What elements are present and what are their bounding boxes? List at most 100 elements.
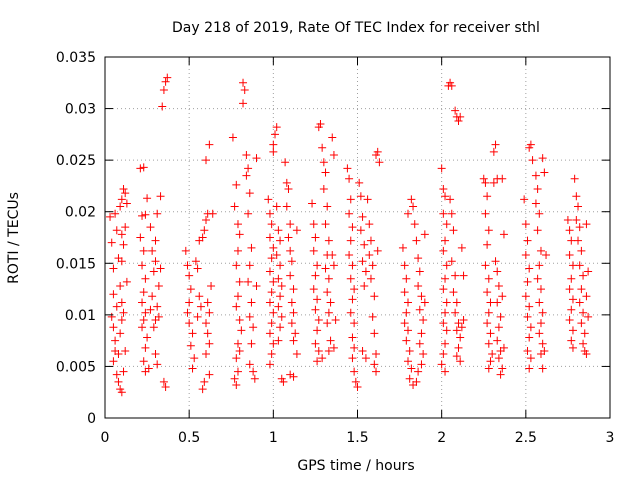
data-point xyxy=(350,367,359,376)
data-point xyxy=(249,367,258,376)
data-point xyxy=(580,329,589,338)
data-point xyxy=(276,292,285,301)
data-point xyxy=(404,326,412,335)
data-point xyxy=(139,357,148,366)
data-point xyxy=(540,168,549,177)
data-point xyxy=(318,354,327,363)
data-point xyxy=(538,339,547,348)
data-point xyxy=(439,185,448,194)
data-point xyxy=(156,264,165,273)
data-point xyxy=(185,271,194,280)
data-point xyxy=(579,308,588,317)
chart-title: Day 218 of 2019, Rate Of TEC Index for r… xyxy=(172,20,540,36)
data-point xyxy=(345,251,354,260)
data-point xyxy=(373,147,382,156)
data-point xyxy=(437,164,446,173)
data-point xyxy=(441,236,450,245)
data-point xyxy=(149,267,158,276)
data-point xyxy=(483,240,492,249)
data-point xyxy=(141,274,150,283)
grid-lines xyxy=(105,57,610,418)
data-point xyxy=(538,308,547,317)
data-point xyxy=(439,285,448,294)
data-point xyxy=(324,236,333,245)
data-point xyxy=(582,220,591,229)
data-point xyxy=(525,364,534,373)
data-point xyxy=(452,352,461,361)
data-point xyxy=(200,377,209,386)
y-tick-label: 0.03 xyxy=(65,102,96,118)
data-point xyxy=(414,367,423,376)
data-point xyxy=(442,326,451,335)
data-point xyxy=(146,305,155,314)
data-point xyxy=(575,223,584,232)
data-point xyxy=(274,226,283,235)
data-point xyxy=(186,285,195,294)
data-point xyxy=(481,209,490,218)
data-point xyxy=(533,274,542,283)
data-point xyxy=(247,339,256,348)
data-point xyxy=(250,374,259,383)
data-point xyxy=(404,209,412,218)
data-point xyxy=(496,312,505,321)
data-point xyxy=(350,285,359,294)
data-point xyxy=(286,271,295,280)
data-point xyxy=(232,261,241,270)
data-point xyxy=(437,360,446,369)
data-point xyxy=(193,312,202,321)
data-point xyxy=(409,202,418,211)
data-point xyxy=(447,209,456,218)
data-point xyxy=(117,195,126,204)
data-point xyxy=(205,308,214,317)
data-point xyxy=(574,236,583,245)
data-point xyxy=(446,195,455,204)
data-point xyxy=(112,302,121,311)
data-point xyxy=(350,319,359,328)
data-point xyxy=(116,202,125,211)
data-point xyxy=(350,343,359,352)
data-point xyxy=(420,298,429,307)
data-point xyxy=(153,302,162,311)
data-point xyxy=(292,226,301,235)
data-point xyxy=(577,285,586,294)
data-point xyxy=(484,226,493,235)
data-point xyxy=(363,195,372,204)
data-point xyxy=(345,174,354,183)
data-point xyxy=(491,257,500,266)
data-point xyxy=(525,333,534,342)
data-point xyxy=(230,202,239,211)
data-point xyxy=(361,267,370,276)
data-point xyxy=(188,364,197,373)
data-point xyxy=(523,236,532,245)
data-point xyxy=(324,346,333,355)
data-point xyxy=(582,292,591,301)
data-point xyxy=(579,339,588,348)
data-point xyxy=(247,298,256,307)
data-point xyxy=(286,246,295,255)
data-point xyxy=(245,360,254,369)
data-point xyxy=(183,308,192,317)
data-point xyxy=(233,292,242,301)
data-point xyxy=(353,383,362,392)
data-point xyxy=(271,130,280,139)
data-point xyxy=(282,202,291,211)
data-point xyxy=(343,164,352,173)
data-point xyxy=(372,367,381,376)
x-tick-label: 2.5 xyxy=(515,430,537,446)
data-point xyxy=(358,346,367,355)
data-point xyxy=(405,374,414,383)
data-point xyxy=(523,346,532,355)
data-point xyxy=(483,192,492,201)
data-point xyxy=(119,308,128,317)
data-point xyxy=(536,319,545,328)
y-tick-label: 0.015 xyxy=(56,256,96,272)
data-point xyxy=(121,189,130,198)
x-axis-label: GPS time / hours xyxy=(297,458,414,474)
data-point xyxy=(235,230,244,239)
data-point xyxy=(567,236,576,245)
data-point xyxy=(196,302,205,311)
data-point xyxy=(481,261,490,270)
x-tick-label: 3 xyxy=(606,430,615,446)
data-point xyxy=(119,240,128,249)
